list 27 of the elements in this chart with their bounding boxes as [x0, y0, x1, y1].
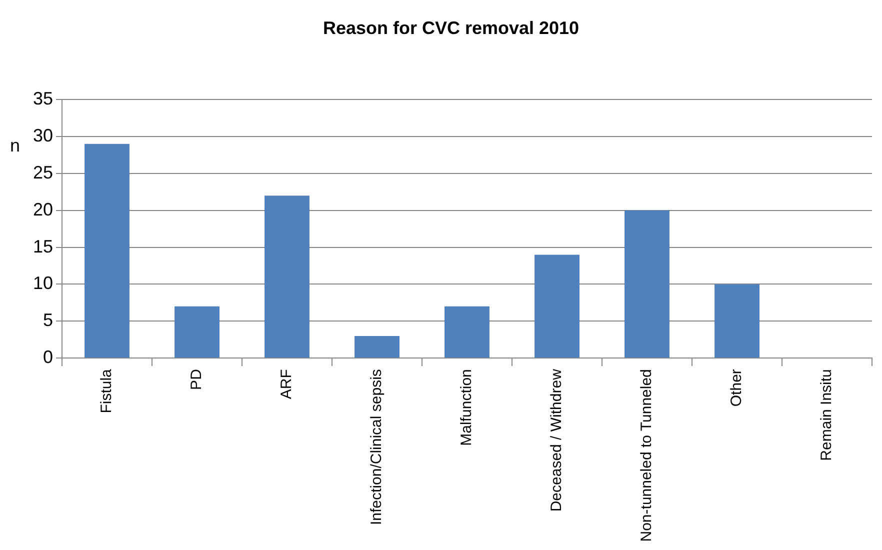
y-tick-label: 30	[32, 125, 54, 146]
y-tick-label: 0	[43, 347, 54, 368]
bar	[624, 210, 670, 358]
y-tick-label: 20	[32, 199, 54, 220]
chart-title: Reason for CVC removal 2010	[322, 18, 580, 38]
x-tick-label: PD	[188, 368, 206, 390]
x-tick-label: Other	[728, 369, 746, 407]
x-tick-label: Fistula	[98, 368, 116, 414]
y-tick-label: 10	[32, 273, 54, 294]
bar	[444, 306, 490, 358]
x-tick-label: Malfunction	[458, 369, 476, 446]
bar	[534, 254, 580, 358]
bar	[264, 196, 310, 358]
bar	[84, 144, 130, 358]
bar	[174, 306, 220, 358]
x-tick-label: Remain Insitu	[818, 369, 836, 461]
x-tick-label: Infection/Clinical sepsis	[368, 369, 386, 526]
y-tick-label: 15	[32, 236, 54, 256]
y-tick-label: 5	[43, 310, 54, 330]
y-tick-label: 35	[32, 88, 54, 109]
x-tick-label: Deceased / Withdrew	[548, 368, 566, 512]
x-tick-label: Non-tunneled to Tunneled	[638, 369, 656, 542]
y-tick-label: 25	[32, 162, 54, 182]
bar	[714, 284, 760, 358]
bar	[354, 336, 400, 358]
y-axis-title: n	[10, 135, 20, 156]
x-tick-label: ARF	[278, 369, 296, 400]
